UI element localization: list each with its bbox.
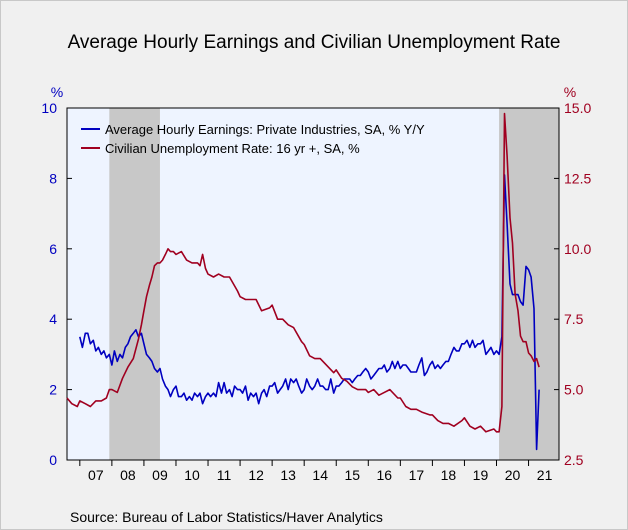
right-axis-label-7.5: 7.5: [564, 311, 584, 327]
left-axis-label-10: 10: [41, 100, 57, 116]
legend-label-1: Average Hourly Earnings: Private Industr…: [105, 122, 425, 137]
x-axis-label-19: 19: [473, 467, 489, 483]
x-axis-label-14: 14: [312, 467, 328, 483]
recession-band-2: [499, 108, 559, 460]
series-line-1: [79, 174, 540, 451]
x-axis-label-07: 07: [88, 467, 104, 483]
right-axis-label-2.5: 2.5: [564, 452, 584, 468]
x-axis-label-10: 10: [184, 467, 200, 483]
left-axis-label-4: 4: [49, 311, 57, 327]
left-axis-label-6: 6: [49, 241, 57, 257]
x-axis-label-08: 08: [120, 467, 136, 483]
left-axis-label-8: 8: [49, 170, 57, 186]
x-axis-label-12: 12: [248, 467, 264, 483]
right-axis-label-5.0: 5.0: [564, 382, 584, 398]
chart-source: Source: Bureau of Labor Statistics/Haver…: [70, 509, 383, 525]
left-axis-label-2: 2: [49, 382, 57, 398]
x-axis-label-20: 20: [505, 467, 521, 483]
legend-label-2: Civilian Unemployment Rate: 16 yr +, SA,…: [105, 141, 360, 156]
right-axis-label-12.5: 12.5: [564, 170, 591, 186]
x-axis-label-17: 17: [409, 467, 425, 483]
recession-band-1: [109, 108, 160, 460]
series-line-2: [66, 112, 540, 433]
right-axis-label-15.0: 15.0: [564, 100, 591, 116]
x-axis-label-15: 15: [344, 467, 360, 483]
x-axis-label-21: 21: [537, 467, 553, 483]
x-axis-label-16: 16: [377, 467, 393, 483]
x-axis-label-11: 11: [217, 467, 232, 483]
x-axis-label-13: 13: [280, 467, 296, 483]
x-axis-label-09: 09: [152, 467, 168, 483]
x-axis-label-18: 18: [441, 467, 457, 483]
left-axis-unit: %: [51, 84, 63, 100]
chart-title: Average Hourly Earnings and Civilian Une…: [67, 32, 561, 53]
right-axis-unit: %: [564, 84, 576, 100]
plot-border: [66, 107, 560, 461]
left-axis-label-0: 0: [49, 452, 57, 468]
right-axis-label-10.0: 10.0: [564, 241, 591, 257]
